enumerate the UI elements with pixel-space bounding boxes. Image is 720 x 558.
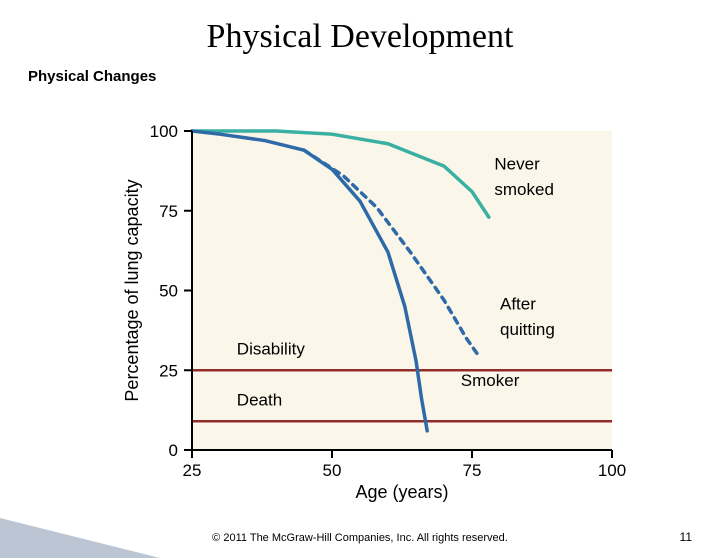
annotation-disability_label: Disability [237, 339, 306, 358]
annotation-smoker_label: Smoker [461, 371, 520, 390]
annotation-never_label_l2: smoked [494, 180, 554, 199]
slide-title: Physical Development [0, 18, 720, 56]
page-number: 11 [680, 530, 692, 544]
subheading: Physical Changes [28, 68, 720, 85]
lung-capacity-chart: 25 50 75 100 0 25 50 75 100 Age (years) Percentage… [120, 113, 630, 508]
ytick-label: 75 [159, 202, 178, 221]
ytick-label: 50 [159, 282, 178, 301]
xtick-label: 100 [598, 461, 626, 480]
annotation-never_label_l1: Never [494, 154, 540, 173]
ytick-label: 25 [159, 361, 178, 380]
annotation-death_label: Death [237, 390, 282, 409]
y-axis-label: Percentage of lung capacity [122, 179, 142, 401]
annotation-after_label_l1: After [500, 295, 536, 314]
xtick-label: 75 [463, 461, 482, 480]
xtick-label: 50 [323, 461, 342, 480]
x-axis-label: Age (years) [355, 482, 448, 502]
xtick-label: 25 [183, 461, 202, 480]
annotation-after_label_l2: quitting [500, 320, 555, 339]
ytick-label: 100 [150, 122, 178, 141]
ytick-label: 0 [169, 441, 178, 460]
decorative-corner [0, 518, 160, 558]
